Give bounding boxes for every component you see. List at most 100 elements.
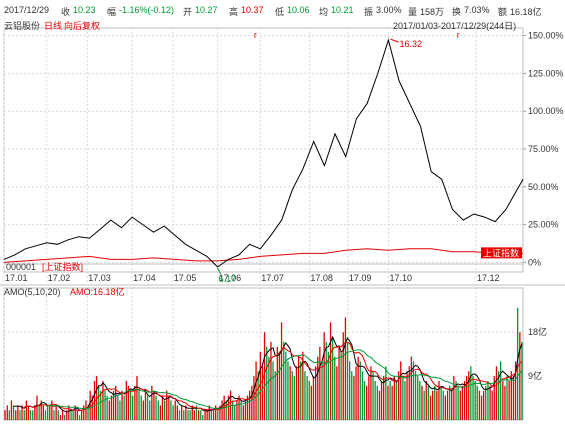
x-tick-label: 17.02 xyxy=(48,273,71,283)
volume-bar xyxy=(217,410,219,420)
volume-bar xyxy=(436,390,438,420)
index-tag-label: 上证指数 xyxy=(483,247,519,258)
volume-bar xyxy=(395,381,398,420)
volume-bar xyxy=(8,410,10,420)
volume-bar xyxy=(378,390,381,420)
volume-bar xyxy=(272,361,274,420)
volume-bar xyxy=(298,356,300,420)
volume-bar xyxy=(204,410,206,420)
volume-bar xyxy=(72,410,74,420)
y-tick-label: 100.00% xyxy=(528,106,564,116)
volume-bar xyxy=(183,410,185,420)
volume-bar xyxy=(129,390,132,420)
index-code-label: 000001 xyxy=(6,262,36,272)
volume-bar xyxy=(85,400,87,420)
volume-bar xyxy=(215,405,217,420)
volume-bar xyxy=(40,400,42,420)
volume-bar xyxy=(432,390,434,420)
volume-bar xyxy=(410,356,412,420)
volume-bar xyxy=(34,405,36,420)
event-mark: r xyxy=(457,30,460,40)
volume-bar xyxy=(340,351,342,420)
volume-bar xyxy=(232,400,234,420)
volume-ma-line xyxy=(23,341,523,412)
volume-bar xyxy=(404,381,406,420)
volume-bar xyxy=(127,385,130,420)
volume-bar xyxy=(117,395,119,420)
high-value: 10.37 xyxy=(241,5,264,15)
x-tick-label: 17.12 xyxy=(477,273,500,283)
volume-bar xyxy=(240,400,242,420)
x-tick-label: 17.07 xyxy=(261,273,284,283)
volume-bar xyxy=(106,395,108,420)
volume-bar xyxy=(491,390,493,420)
volume-bar xyxy=(170,400,172,420)
stock-name[interactable]: 云铝股份 xyxy=(4,21,41,31)
change-label: 幅 xyxy=(107,7,117,17)
y-tick-label: 0% xyxy=(528,257,541,267)
open-label: 开 xyxy=(183,7,193,17)
vol-value: 158万 xyxy=(420,7,445,17)
adjust-label[interactable]: 向后复权 xyxy=(64,21,101,31)
volume-bar xyxy=(12,405,15,420)
volume-bar xyxy=(251,385,253,420)
volume-bar xyxy=(442,390,444,420)
volume-bar xyxy=(421,385,423,420)
volume-bar xyxy=(191,405,193,420)
volume-bar xyxy=(10,400,13,420)
volume-bar xyxy=(168,395,170,420)
volume-bar xyxy=(517,307,519,420)
volume-bar xyxy=(463,381,466,420)
period-label[interactable]: 日线 xyxy=(44,21,63,31)
volume-bar xyxy=(451,390,453,420)
volume-bar xyxy=(357,356,359,420)
volume-bar xyxy=(55,405,57,420)
x-tick-label: 17.10 xyxy=(389,273,412,283)
volume-bar xyxy=(474,381,476,420)
volume-bar xyxy=(283,341,285,420)
avg-value: 10.21 xyxy=(331,5,354,15)
volume-bar xyxy=(136,376,138,420)
volume-bar xyxy=(287,361,289,420)
volume-bar xyxy=(27,405,30,420)
volume-bar xyxy=(83,405,85,420)
volume-bar xyxy=(115,385,117,420)
volume-bar xyxy=(91,395,93,420)
volume-bar xyxy=(268,356,270,420)
volume-bar xyxy=(200,410,202,420)
volume-bar xyxy=(351,371,353,420)
volume-bar xyxy=(206,410,208,420)
volume-ma-line xyxy=(13,335,523,413)
volume-bar xyxy=(355,366,357,420)
volume-bar xyxy=(178,410,181,420)
volume-bar xyxy=(485,385,487,420)
volume-bar xyxy=(78,415,81,420)
volume-bar xyxy=(480,395,483,420)
volume-bar xyxy=(280,322,283,420)
x-tick-label: 17.06 xyxy=(219,273,242,283)
y-tick-label: 150.00% xyxy=(528,31,564,41)
x-tick-label: 17.05 xyxy=(174,273,197,283)
volume-bar xyxy=(353,376,355,420)
volume-bar xyxy=(153,390,155,420)
volume-bar xyxy=(344,317,347,420)
volume-bar xyxy=(64,415,66,420)
volume-bar xyxy=(293,376,295,420)
volume-bar xyxy=(144,390,147,420)
volume-bar xyxy=(306,376,308,420)
volume-bar xyxy=(387,385,389,420)
volume-bar xyxy=(93,381,96,420)
vol-tick-label: 9亿 xyxy=(528,370,542,381)
close-value: 10.23 xyxy=(73,5,96,15)
volume-bar xyxy=(172,405,174,420)
vol-tick-label: 18亿 xyxy=(528,326,547,337)
volume-bar xyxy=(53,410,55,420)
volume-bar xyxy=(29,410,32,420)
volume-bar xyxy=(315,366,317,420)
price-panel-frame xyxy=(3,27,524,273)
amt-label: 额 xyxy=(498,7,508,17)
volume-bar xyxy=(429,395,432,420)
turn-label: 换 xyxy=(452,7,462,17)
volume-bar xyxy=(302,351,304,420)
